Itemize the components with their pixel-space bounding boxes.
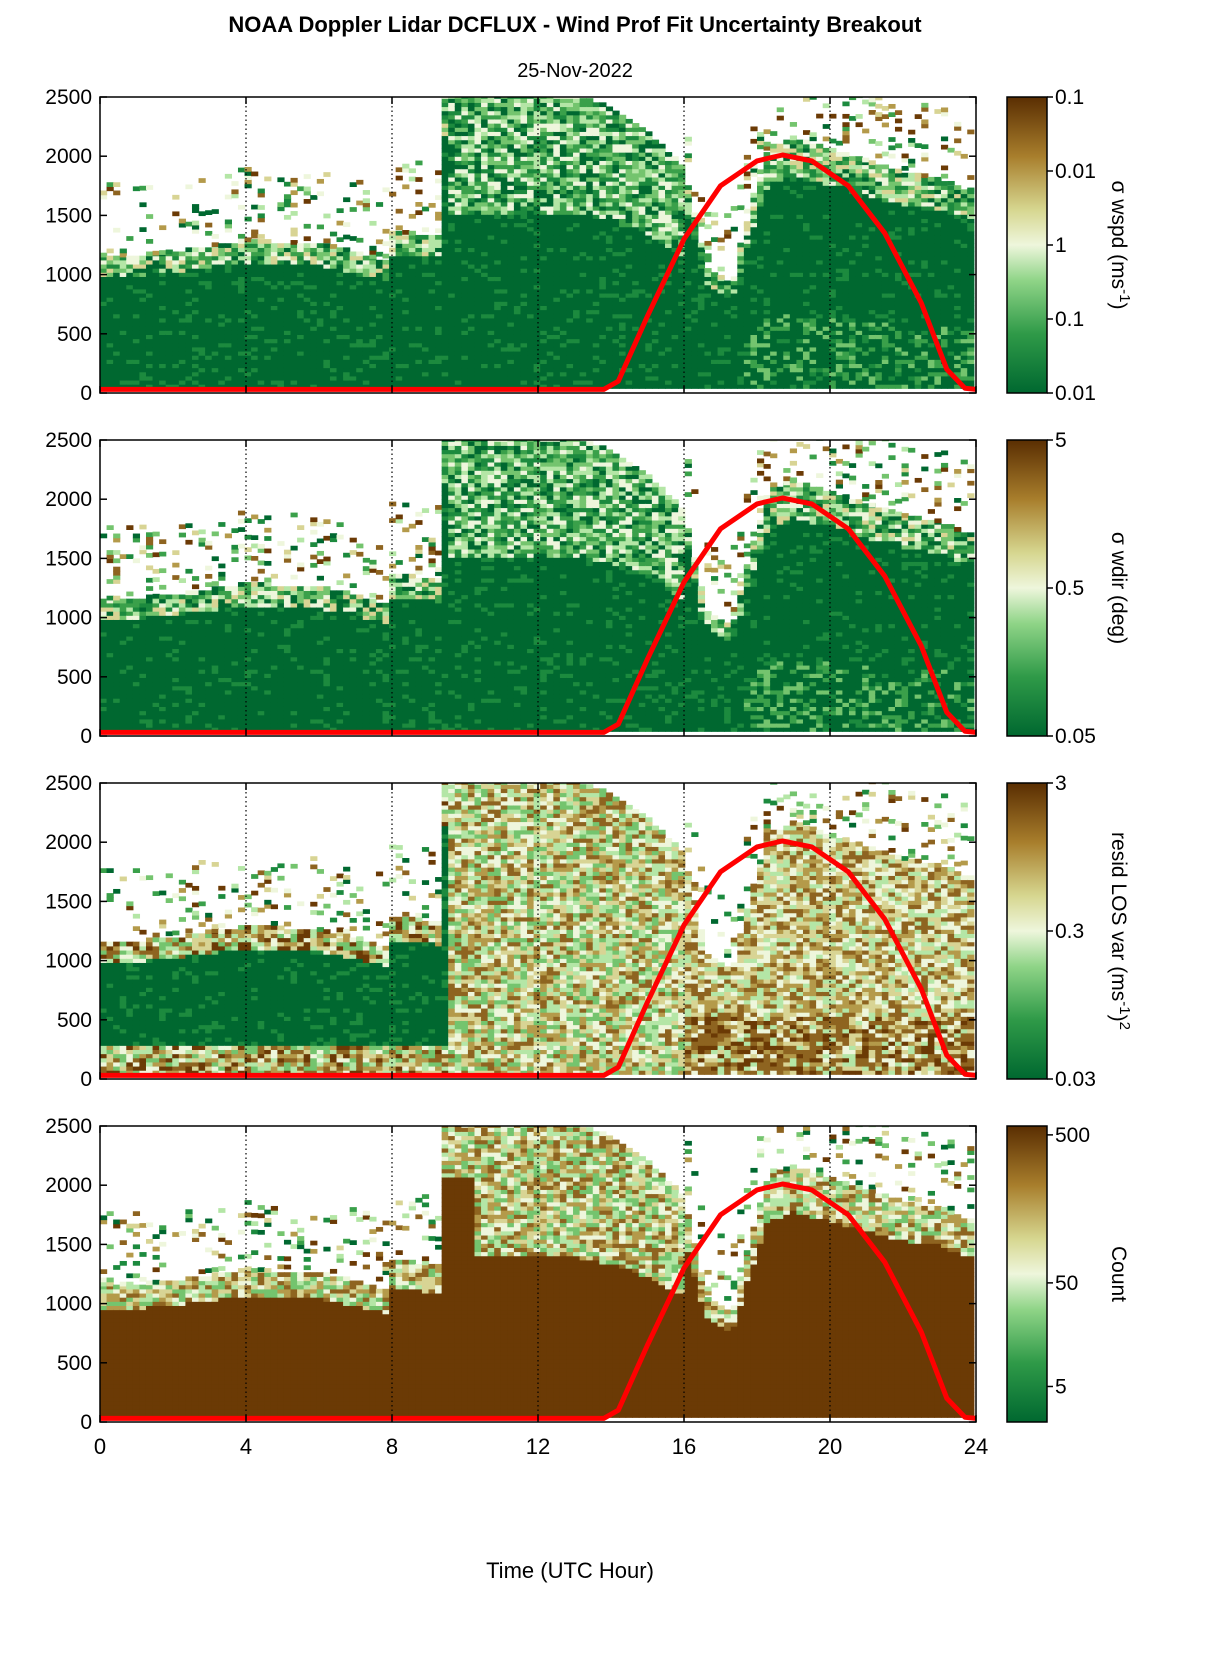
colorbar-tick-label: 0.05: [1055, 725, 1096, 748]
chart-title: NOAA Doppler Lidar DCFLUX - Wind Prof Fi…: [0, 12, 1150, 38]
panel-wspd: 0 500 1000 1500 2000 2500 0.01 0.1 1 0.01 0.1 σ wsp…: [45, 86, 1134, 405]
panel-wdir: 0 500 1000 1500 2000 2500 0.05 0.5 5 σ wdir (deg): [45, 429, 1130, 748]
x-tick-label: 16: [672, 1434, 696, 1459]
colorbar: [1006, 96, 1048, 394]
panel-resid: 0 500 1000 1500 2000 2500 0.03 0.3 3 resid LOS va…: [45, 772, 1134, 1091]
panel-count: 0 500 1000 1500 2000 2500 0 4 8 12 16 20 24 5 50 500 Cou…: [45, 1115, 1130, 1459]
sun-elevation-line: [100, 152, 977, 392]
colorbar-tick-label: 0.1: [1055, 86, 1084, 109]
y-tick-label: 500: [57, 323, 92, 346]
y-tick-label: 2500: [45, 772, 92, 795]
colorbar-tick-label: 5: [1055, 1375, 1067, 1398]
colorbar-label: resid LOS var (ms-1)2: [1107, 832, 1134, 1030]
colorbar-label: σ wspd (ms-1): [1107, 181, 1134, 310]
colorbar-tick-label: 0.01: [1055, 382, 1096, 405]
y-tick-label: 1000: [45, 264, 92, 287]
y-tick-label: 2500: [45, 429, 92, 452]
y-tick-label: 1500: [45, 204, 92, 227]
colorbar-tick-label: 0.03: [1055, 1068, 1096, 1091]
y-tick-label: 1000: [45, 1293, 92, 1316]
x-tick-label: 4: [240, 1434, 252, 1459]
colorbar-tick-label: 5: [1055, 429, 1067, 452]
y-tick-label: 2500: [45, 1115, 92, 1138]
x-tick-label: 24: [964, 1434, 988, 1459]
colorbar-label: σ wdir (deg): [1107, 532, 1130, 644]
y-tick-label: 500: [57, 1009, 92, 1032]
x-tick-label: 0: [94, 1434, 106, 1459]
y-tick-label: 2500: [45, 86, 92, 109]
colorbar-tick-label: 3: [1055, 772, 1067, 795]
x-tick-label: 8: [386, 1434, 398, 1459]
y-tick-label: 1000: [45, 950, 92, 973]
y-tick-label: 2000: [45, 488, 92, 511]
colorbar: [1006, 782, 1048, 1080]
y-tick-label: 0: [80, 382, 92, 405]
y-tick-label: 1500: [45, 1233, 92, 1256]
colorbar-tick-label: 0.01: [1055, 160, 1096, 183]
y-tick-label: 2000: [45, 145, 92, 168]
y-tick-label: 2000: [45, 831, 92, 854]
y-tick-label: 0: [80, 1411, 92, 1434]
colorbar-tick-label: 0.5: [1055, 577, 1084, 600]
x-tick-label: 12: [526, 1434, 550, 1459]
x-axis-label: Time (UTC Hour): [100, 1558, 1040, 1584]
colorbar: [1006, 439, 1048, 737]
sun-elevation-line: [100, 838, 977, 1078]
colorbar-tick-label: 500: [1055, 1124, 1090, 1147]
colorbar-tick-label: 1: [1055, 234, 1067, 257]
y-tick-label: 1500: [45, 890, 92, 913]
y-tick-label: 0: [80, 1068, 92, 1091]
sun-elevation-line: [100, 1181, 977, 1421]
colorbar-tick-label: 0.1: [1055, 308, 1084, 331]
heatmap-cells: [100, 783, 975, 1075]
y-tick-label: 500: [57, 1352, 92, 1375]
heatmap-cells: [100, 440, 975, 732]
colorbar-tick-label: 0.3: [1055, 920, 1084, 943]
y-tick-label: 500: [57, 666, 92, 689]
y-tick-label: 0: [80, 725, 92, 748]
heatmap-cells: [100, 1126, 975, 1418]
sun-elevation-line: [100, 495, 977, 735]
colorbar: [1006, 1125, 1048, 1423]
heatmap-cells: [100, 97, 975, 389]
colorbar-label: Count: [1107, 1246, 1130, 1302]
y-tick-label: 1500: [45, 547, 92, 570]
x-tick-label: 20: [818, 1434, 842, 1459]
chart-subtitle: 25-Nov-2022: [0, 60, 1150, 83]
y-tick-label: 2000: [45, 1174, 92, 1197]
colorbar-tick-label: 50: [1055, 1272, 1078, 1295]
y-tick-label: 1000: [45, 607, 92, 630]
